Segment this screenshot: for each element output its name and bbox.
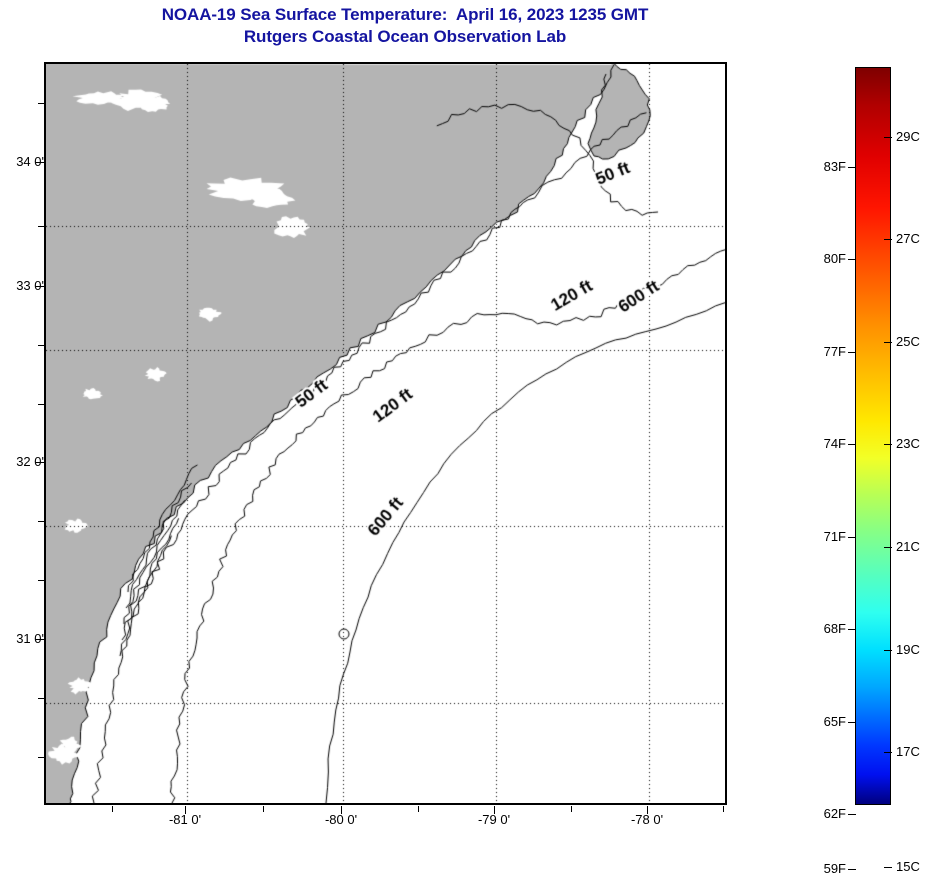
y-axis-minor-tick	[38, 698, 44, 699]
colorbar-tick-celsius	[884, 444, 892, 445]
colorbar-label-celsius: 17C	[896, 744, 920, 759]
x-axis-tick	[341, 806, 342, 814]
colorbar-label-celsius: 19C	[896, 642, 920, 657]
colorbar-tick-celsius	[884, 752, 892, 753]
y-axis-minor-tick	[38, 103, 44, 104]
colorbar-label-celsius: 29C	[896, 129, 920, 144]
colorbar-label-fahrenheit: 71F	[823, 529, 846, 544]
colorbar-label-fahrenheit: 74F	[823, 436, 846, 451]
y-axis-label: 33 0'	[16, 278, 44, 293]
colorbar-tick-f	[848, 167, 856, 168]
y-axis-minor-tick	[38, 580, 44, 581]
colorbar-tick-f	[848, 629, 856, 630]
x-axis-label: -78 0'	[630, 812, 664, 827]
y-axis-minor-tick	[38, 404, 44, 405]
y-axis-tick	[36, 286, 44, 287]
x-axis-tick	[494, 806, 495, 814]
colorbar-tick-celsius	[884, 239, 892, 240]
y-axis-minor-tick	[38, 345, 44, 346]
colorbar-label-celsius: 25C	[896, 334, 920, 349]
colorbar-tick-f	[848, 444, 856, 445]
page-title: NOAA-19 Sea Surface Temperature: April 1…	[0, 4, 810, 48]
y-axis-tick	[36, 639, 44, 640]
x-axis-tick	[647, 806, 648, 814]
colorbar-label-celsius: 21C	[896, 539, 920, 554]
y-axis-label: 34 0'	[16, 154, 44, 169]
map-plot-area	[44, 62, 727, 805]
colorbar-tick-f	[848, 259, 856, 260]
y-axis-tick	[36, 462, 44, 463]
colorbar-tick-celsius	[884, 867, 892, 868]
y-axis-minor-tick	[38, 521, 44, 522]
colorbar-tick-f	[848, 869, 856, 870]
colorbar	[855, 67, 891, 805]
sst-map-canvas	[46, 64, 725, 803]
colorbar-tick-celsius	[884, 342, 892, 343]
colorbar-gradient	[855, 67, 891, 805]
x-axis-label: -79 0'	[477, 812, 511, 827]
y-axis-minor-tick	[38, 226, 44, 227]
colorbar-label-fahrenheit: 80F	[823, 251, 846, 266]
x-axis-minor-tick	[723, 806, 724, 812]
x-axis-label: -81 0'	[168, 812, 202, 827]
title-line-1: NOAA-19 Sea Surface Temperature: April 1…	[161, 5, 649, 24]
colorbar-label-fahrenheit: 83F	[823, 159, 846, 174]
title-line-2: Rutgers Coastal Ocean Observation Lab	[243, 27, 567, 46]
colorbar-label-fahrenheit: 68F	[823, 621, 846, 636]
colorbar-tick-f	[848, 537, 856, 538]
x-axis-label: -80 0'	[324, 812, 358, 827]
y-axis-label: 31 0'	[16, 631, 44, 646]
colorbar-label-fahrenheit: 77F	[823, 344, 846, 359]
y-axis-tick	[36, 162, 44, 163]
colorbar-label-celsius: 27C	[896, 231, 920, 246]
colorbar-tick-celsius	[884, 650, 892, 651]
colorbar-label-celsius: 23C	[896, 436, 920, 451]
colorbar-tick-celsius	[884, 137, 892, 138]
colorbar-label-fahrenheit: 62F	[823, 806, 846, 821]
colorbar-label-fahrenheit: 65F	[823, 714, 846, 729]
y-axis-minor-tick	[38, 757, 44, 758]
colorbar-label-fahrenheit: 59F	[823, 861, 846, 876]
colorbar-label-celsius: 15C	[896, 859, 920, 874]
colorbar-tick-f	[848, 722, 856, 723]
colorbar-tick-f	[848, 352, 856, 353]
colorbar-tick-celsius	[884, 547, 892, 548]
x-axis-minor-tick	[112, 806, 113, 812]
y-axis-label: 32 0'	[16, 454, 44, 469]
x-axis-tick	[185, 806, 186, 814]
x-axis-minor-tick	[571, 806, 572, 812]
x-axis-minor-tick	[418, 806, 419, 812]
colorbar-tick-f	[848, 814, 856, 815]
x-axis-minor-tick	[263, 806, 264, 812]
